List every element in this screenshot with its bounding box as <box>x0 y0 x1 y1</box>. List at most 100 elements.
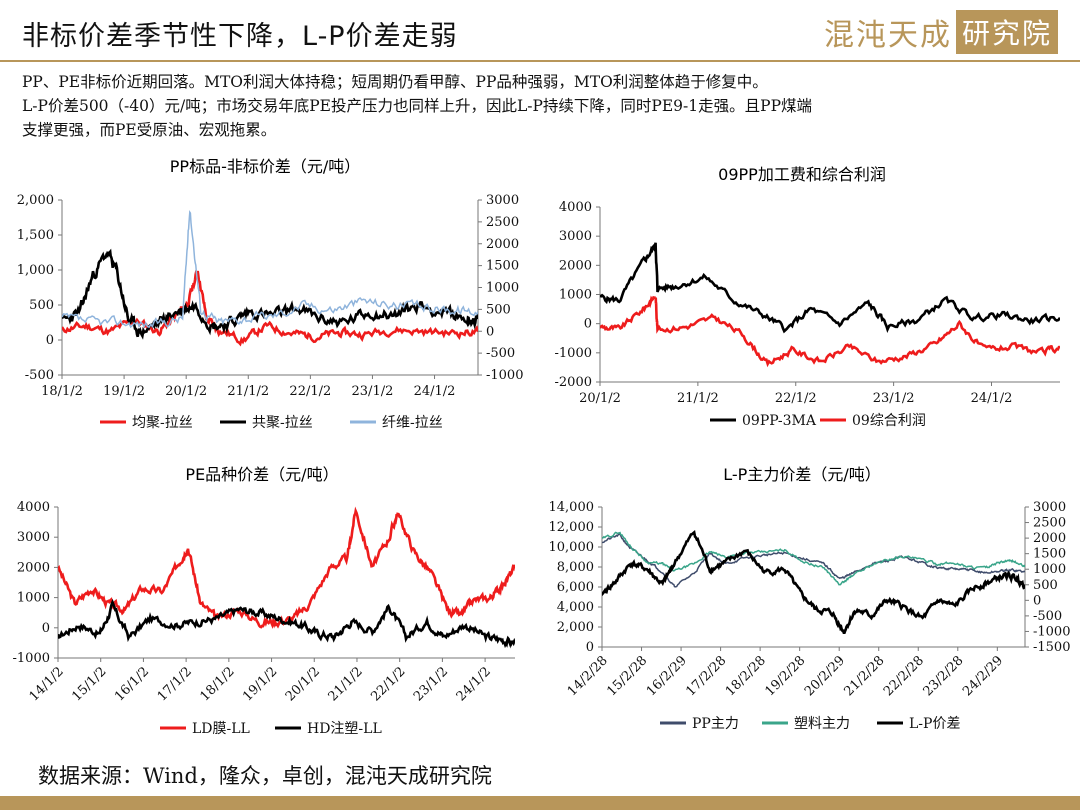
y-tick-label: 2000 <box>559 258 592 273</box>
x-tick-label: 24/1/2 <box>414 384 456 399</box>
y-right-tick-label: 0 <box>486 324 494 339</box>
y-tick-label: 0 <box>586 640 594 655</box>
x-tick-label: 22/1/2 <box>289 384 331 399</box>
y-tick-label: 14,000 <box>549 500 595 515</box>
x-tick-label: 18/2/28 <box>723 653 769 699</box>
x-tick-label: 21/1/2 <box>326 664 366 704</box>
x-tick-label: 17/1/2 <box>155 664 195 704</box>
series-line <box>58 506 515 629</box>
summary-line-3: 支撑更强，而PE受原油、宏观拖累。 <box>22 121 277 139</box>
header-divider <box>0 60 1080 62</box>
footer-bar <box>0 796 1080 810</box>
x-tick-label: 18/1/2 <box>41 384 83 399</box>
y-right-tick-label: 2500 <box>486 215 519 230</box>
x-tick-label: 16/2/29 <box>644 653 690 699</box>
x-tick-label: 20/1/2 <box>579 391 621 406</box>
x-tick-label: 19/2/28 <box>762 653 808 699</box>
y-tick-label: -500 <box>25 368 54 383</box>
y-tick-label: 8,000 <box>557 560 594 575</box>
y-tick-label: 1000 <box>17 591 50 606</box>
y-right-tick-label: 1000 <box>1033 562 1066 577</box>
x-tick-label: 15/2/28 <box>604 653 650 699</box>
chart-title: L-P主力价差（元/吨） <box>723 465 880 484</box>
series-line <box>602 531 1025 586</box>
y-tick-label: 4000 <box>559 200 592 215</box>
x-tick-label: 17/2/28 <box>683 653 729 699</box>
y-tick-label: 1,000 <box>17 263 54 278</box>
chart-svg: L-P主力价差（元/吨） 14,000 12,000 10,000 8,000 6,000… <box>549 465 1071 732</box>
y-tick-label: 3000 <box>559 229 592 244</box>
x-tick-label: 21/2/28 <box>842 653 888 699</box>
y-tick-label: -1000 <box>555 346 592 361</box>
y-tick-label: -1000 <box>13 651 50 666</box>
y-tick-label: 2,000 <box>557 620 594 635</box>
x-tick-label: 22/2/28 <box>881 653 927 699</box>
y-right-tick-label: -1000 <box>486 368 523 383</box>
chart-lp-spread: L-P主力价差（元/吨） 14,000 12,000 10,000 8,000 6,000… <box>540 455 1080 755</box>
summary-line-1: PP、PE非标价近期回落。MTO利润大体持稳；短周期仍看甲醇、PP品种强弱，MT… <box>22 73 768 91</box>
y-tick-label: 4000 <box>17 500 50 515</box>
x-tick-label: 19/1/2 <box>240 664 280 704</box>
y-right-tick-label: 2000 <box>486 237 519 252</box>
legend-label: L-P价差 <box>909 716 960 732</box>
y-right-tick-label: -500 <box>486 346 515 361</box>
x-tick-label: 19/1/2 <box>103 384 145 399</box>
x-tick-label: 24/1/2 <box>454 664 494 704</box>
series-line <box>62 248 478 340</box>
x-tick-label: 22/1/2 <box>368 664 408 704</box>
series-line <box>600 242 1060 334</box>
x-tick-label: 18/1/2 <box>197 664 237 704</box>
series-line <box>58 598 515 649</box>
y-tick-label: 2,000 <box>17 193 54 208</box>
y-tick-label: 3000 <box>17 530 50 545</box>
logo-text: 混沌天成 <box>823 18 952 53</box>
logo-box-text: 研究院 <box>955 10 1058 54</box>
legend-label: LD膜-LL <box>192 721 250 737</box>
x-tick-label: 22/1/2 <box>775 391 817 406</box>
y-tick-label: 4,000 <box>557 600 594 615</box>
y-right-tick-label: 3000 <box>1033 500 1066 515</box>
y-tick-label: 0 <box>42 621 50 636</box>
x-tick-label: 21/1/2 <box>227 384 269 399</box>
summary-line-2: L-P价差500（-40）元/吨；市场交易年底PE投产压力也同样上升，因此L-P… <box>22 97 812 115</box>
x-tick-label: 23/2/28 <box>921 653 967 699</box>
x-tick-label: 21/1/2 <box>677 391 719 406</box>
chart-title: 09PP加工费和综合利润 <box>718 165 886 184</box>
y-tick-label: -2000 <box>555 375 592 390</box>
chart-pp-spread: PP标品-非标价差（元/吨） 2,000 1,500 1,000 500 0 -500 300… <box>0 150 540 450</box>
y-tick-label: 10,000 <box>549 540 595 555</box>
y-right-tick-label: 1000 <box>486 281 519 296</box>
legend-label: 纤维-拉丝 <box>382 415 443 431</box>
y-right-tick-label: 500 <box>486 302 511 317</box>
y-tick-label: 12,000 <box>549 520 595 535</box>
chart-svg: 09PP加工费和综合利润40003000200010000-1000-20002… <box>555 165 1060 429</box>
series-line <box>600 295 1060 368</box>
legend-label: 09综合利润 <box>852 413 926 429</box>
y-tick-label: 2000 <box>17 560 50 575</box>
y-right-tick-label: 3000 <box>486 193 519 208</box>
x-tick-label: 23/1/2 <box>352 384 394 399</box>
series-line <box>602 530 1025 634</box>
y-right-tick-label: -1500 <box>1033 640 1070 655</box>
series-line <box>62 209 478 329</box>
y-tick-label: 6,000 <box>557 580 594 595</box>
x-tick-label: 24/1/2 <box>971 391 1013 406</box>
y-tick-label: 0 <box>46 333 54 348</box>
x-tick-label: 15/1/2 <box>69 664 109 704</box>
y-tick-label: 1,500 <box>17 228 54 243</box>
y-right-tick-label: -500 <box>1033 609 1062 624</box>
data-source: 数据来源：Wind，隆众，卓创，混沌天成研究院 <box>38 764 492 788</box>
x-tick-label: 20/1/2 <box>283 664 323 704</box>
x-tick-label: 14/1/2 <box>27 664 67 704</box>
y-right-tick-label: -1000 <box>1033 624 1070 639</box>
y-right-tick-label: 0 <box>1033 593 1041 608</box>
legend-label: 共聚-拉丝 <box>252 415 313 431</box>
brand-logo: 混沌天成 研究院 <box>823 10 1058 54</box>
y-right-tick-label: 1500 <box>486 259 519 274</box>
y-right-tick-label: 2000 <box>1033 531 1066 546</box>
y-tick-label: 1000 <box>559 288 592 303</box>
header-bar: 非标价差季节性下降，L-P价差走弱 混沌天成 研究院 <box>0 0 1080 62</box>
chart-pp-processing-fee: 09PP加工费和综合利润 4000 3000 2000 1000 0 -1000 -2000 2… <box>540 155 1080 445</box>
x-tick-label: 24/2/29 <box>960 653 1006 699</box>
